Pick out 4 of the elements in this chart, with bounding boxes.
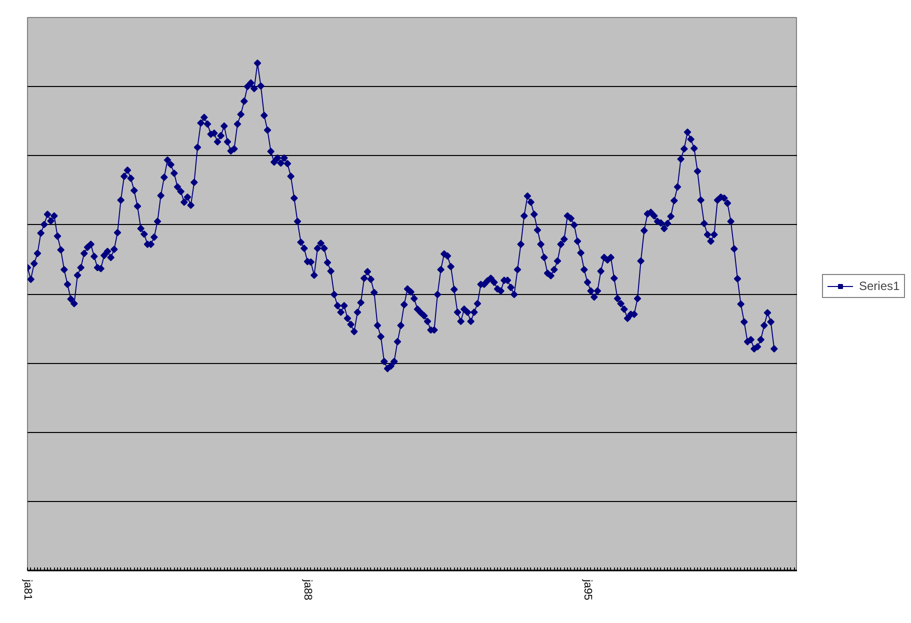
x-tick-label: ja81 <box>22 578 34 600</box>
legend-label: Series1 <box>859 279 900 293</box>
x-tick-label: ja95 <box>582 578 594 600</box>
x-tick-label: ja88 <box>302 578 314 600</box>
